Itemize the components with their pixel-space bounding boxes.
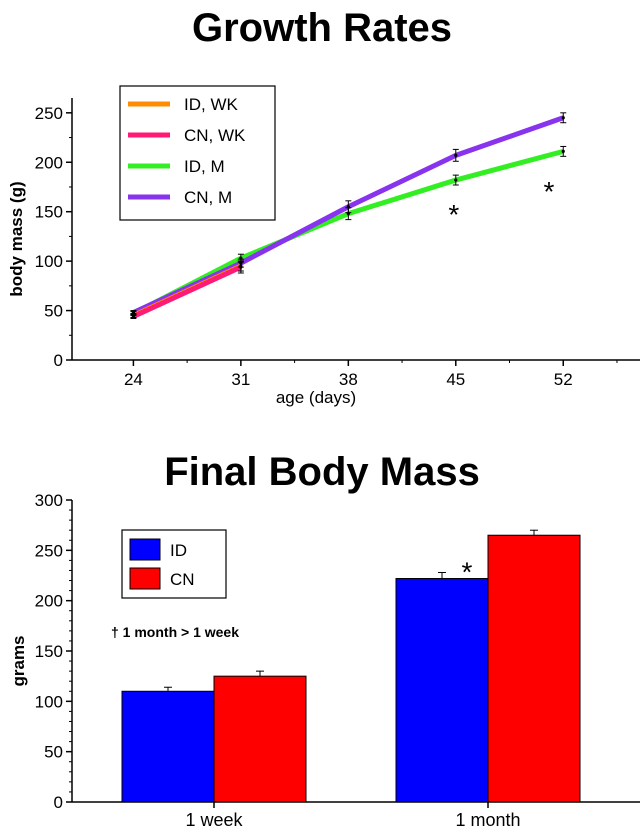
y-tick-label: 50	[44, 302, 63, 321]
significance-marker: *	[544, 176, 555, 207]
x-tick-label: 24	[124, 370, 143, 389]
final-body-mass-title: Final Body Mass	[164, 450, 480, 494]
data-point	[561, 116, 565, 120]
significance-marker: *	[462, 556, 473, 587]
legend-swatch	[129, 538, 161, 561]
growth-rates-title: Growth Rates	[191, 6, 453, 50]
bar	[395, 578, 489, 803]
final-body-mass-chart: 0 50 100 150 200 250 300 grams 1 week 1 month * † 1…	[9, 491, 640, 830]
data-point	[346, 205, 350, 209]
x-tick-label: 31	[231, 370, 250, 389]
y-tick-label: 250	[35, 104, 63, 123]
x-tick-label: 1 week	[185, 810, 243, 830]
legend-label: ID, WK	[184, 95, 238, 114]
y-tick-label: 300	[35, 491, 63, 510]
y-tick-label: 100	[35, 692, 63, 711]
y-tick-label: 200	[35, 592, 63, 611]
x-axis-label: age (days)	[276, 388, 356, 407]
y-tick-label: 100	[35, 252, 63, 271]
bar	[487, 534, 581, 803]
data-point	[131, 314, 136, 319]
y-tick-label: 250	[35, 541, 63, 560]
bar	[121, 690, 215, 803]
growth-rates-chart: 0 50 100 150 200 250 24 31 38 45 52 age (days) body …	[7, 85, 640, 407]
x-tick-label: 45	[446, 370, 465, 389]
y-axis-label: body mass (g)	[7, 181, 26, 296]
bar	[213, 675, 307, 803]
data-point	[239, 265, 243, 269]
data-point	[454, 178, 458, 182]
y-tick-label: 0	[54, 793, 63, 812]
y-tick-label: 0	[54, 351, 63, 370]
x-tick-label: 1 month	[455, 810, 520, 830]
legend-label: ID	[170, 541, 187, 560]
comparison-note: † 1 month > 1 week	[111, 624, 239, 640]
legend-label: CN	[170, 570, 195, 589]
y-axis-label: grams	[9, 635, 28, 686]
x-tick-label: 38	[339, 370, 358, 389]
y-tick-label: 200	[35, 153, 63, 172]
y-tick-label: 50	[44, 743, 63, 762]
legend-swatch	[129, 567, 161, 590]
y-tick-label: 150	[35, 642, 63, 661]
legend-label: CN, M	[184, 188, 232, 207]
legend-label: CN, WK	[184, 126, 246, 145]
significance-marker: *	[448, 199, 459, 230]
data-point	[454, 153, 458, 157]
y-tick-label: 150	[35, 203, 63, 222]
series-line	[132, 264, 242, 319]
data-point	[561, 149, 565, 153]
legend-label: ID, M	[184, 157, 225, 176]
x-tick-label: 52	[554, 370, 573, 389]
